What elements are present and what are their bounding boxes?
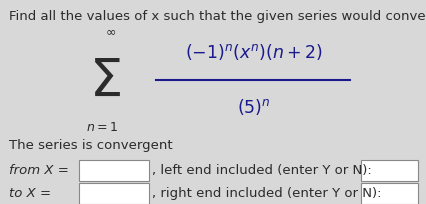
- FancyBboxPatch shape: [79, 160, 149, 181]
- Text: $\infty$: $\infty$: [105, 25, 116, 38]
- FancyBboxPatch shape: [79, 183, 149, 204]
- Text: to X =: to X =: [9, 187, 52, 200]
- Text: The series is convergent: The series is convergent: [9, 139, 173, 152]
- Text: $\Sigma$: $\Sigma$: [89, 56, 120, 108]
- FancyBboxPatch shape: [360, 160, 417, 181]
- Text: , right end included (enter Y or N):: , right end included (enter Y or N):: [151, 187, 380, 200]
- FancyBboxPatch shape: [360, 183, 417, 204]
- Text: $(5)^n$: $(5)^n$: [237, 97, 270, 117]
- Text: $n=1$: $n=1$: [86, 121, 118, 134]
- Text: $(-1)^n(x^n)(n + 2)$: $(-1)^n(x^n)(n + 2)$: [185, 42, 322, 62]
- Text: , left end included (enter Y or N):: , left end included (enter Y or N):: [151, 164, 371, 177]
- Text: from X =: from X =: [9, 164, 69, 177]
- Text: Find all the values of x such that the given series would converge.: Find all the values of x such that the g…: [9, 10, 426, 23]
